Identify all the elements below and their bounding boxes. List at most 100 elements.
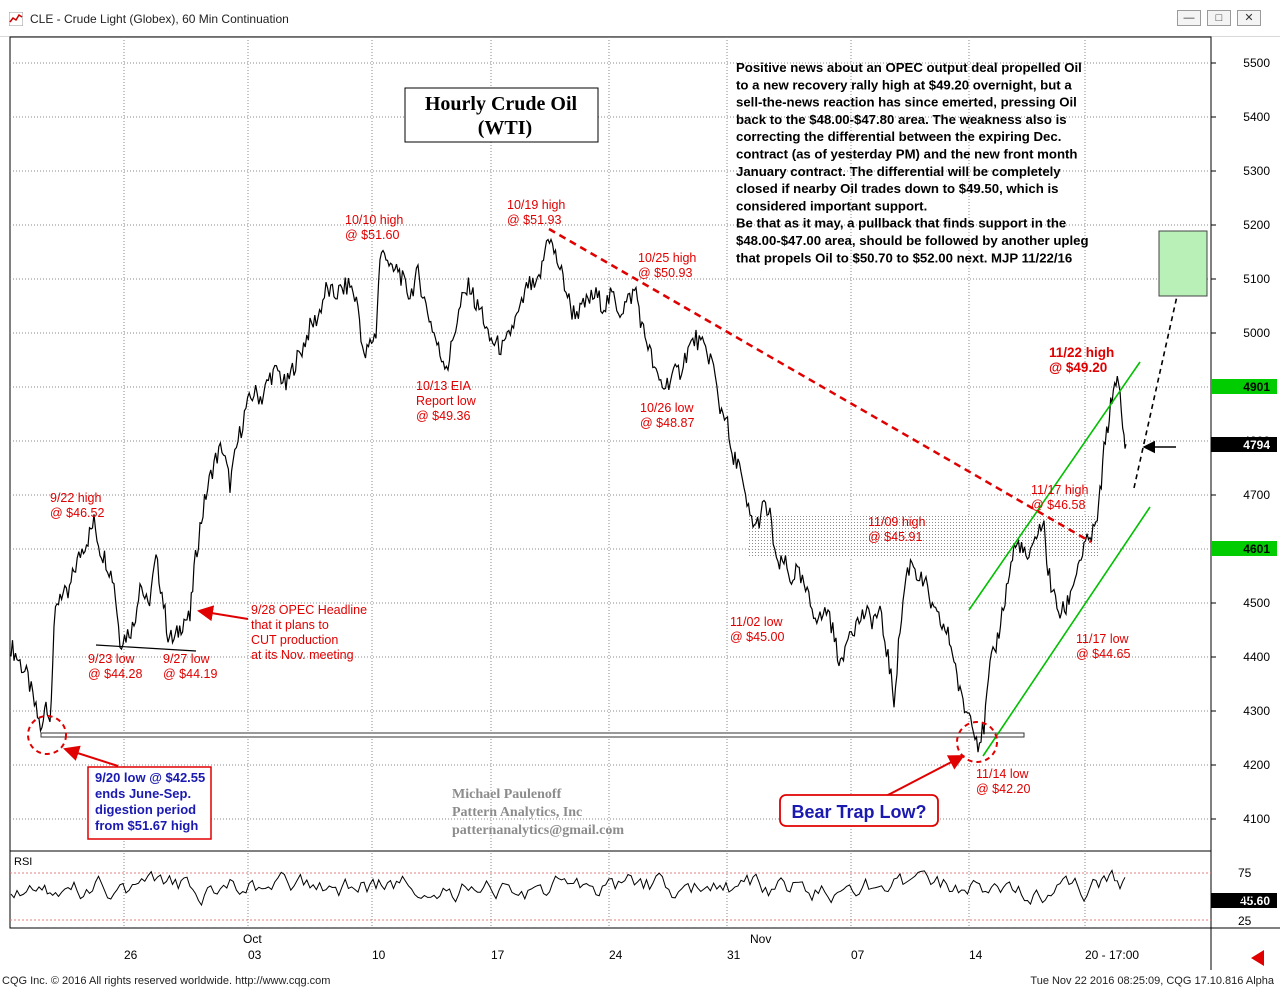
annotation-line: @ $44.65 — [1076, 647, 1130, 661]
annotation-line: @ $51.93 — [507, 213, 561, 227]
date-tick-label: 03 — [248, 948, 262, 962]
price-tick-label: 5100 — [1243, 272, 1270, 286]
annotation-line: @ $49.20 — [1049, 360, 1107, 375]
target-zone-box — [1158, 230, 1208, 297]
price-tick-label: 5400 — [1243, 110, 1270, 124]
note-920-line: digestion period — [95, 802, 196, 817]
month-label: Nov — [750, 932, 771, 946]
date-tick-label: 17 — [491, 948, 505, 962]
rsi-panel-frame — [9, 850, 1212, 929]
commentary-line: considered important support. — [736, 198, 927, 213]
commentary-line: to a new recovery rally high at $49.20 o… — [736, 77, 1072, 92]
price-tick-label: 4400 — [1243, 650, 1270, 664]
double-bottom-line — [95, 644, 197, 652]
price-tick-label: 4700 — [1243, 488, 1270, 502]
annotation-line: 10/25 high — [638, 251, 696, 265]
annotation-line: @ $50.93 — [638, 266, 692, 280]
beartrap-box — [779, 794, 939, 827]
annotation-line: 10/26 low — [640, 401, 694, 415]
credit-line: patternanalytics@gmail.com — [452, 823, 624, 838]
rsi-series-line — [10, 869, 1126, 907]
annotation-a1117h: 11/17 high@ $46.58 — [1031, 483, 1089, 512]
commentary-line: January contract. The differential will … — [736, 164, 1061, 179]
annotation-line: CUT production — [251, 633, 338, 647]
arrow-928 — [197, 605, 249, 622]
beartrap-label: Bear Trap Low? — [791, 802, 926, 822]
scroll-left-icon[interactable] — [1251, 950, 1264, 966]
annotation-line: @ $44.19 — [163, 667, 217, 681]
annotation-line: @ $48.87 — [640, 416, 694, 430]
price-tick-label: 4200 — [1243, 758, 1270, 772]
cqg-app-icon — [9, 12, 23, 26]
annotation-line: 11/17 high — [1031, 483, 1089, 497]
annotation-line: 9/28 OPEC Headline — [251, 603, 367, 617]
low-circle-920 — [27, 715, 67, 755]
commentary-line: that propels Oil to $50.70 to $52.00 nex… — [736, 250, 1072, 265]
chart-area[interactable]: 5500540053005200510050004900480047004600… — [8, 36, 1280, 970]
arrow-920 — [63, 745, 119, 767]
support-zone-box — [749, 516, 1099, 558]
window-title: CLE - Crude Light (Globex), 60 Min Conti… — [30, 12, 289, 26]
chart-title: Hourly Crude Oil — [425, 93, 578, 115]
rsi-tick-label: 50 — [1238, 891, 1252, 905]
commentary-line: closed if nearby Oil trades down to $49.… — [736, 181, 1058, 196]
commentary-line: back to the $48.00-$47.80 area. The weak… — [736, 112, 1067, 127]
annotation-line: @ $45.91 — [868, 530, 922, 544]
annotation-a927: 9/27 low@ $44.19 — [163, 652, 217, 681]
date-tick-label: 10 — [372, 948, 386, 962]
annotation-line: that it plans to — [251, 618, 329, 632]
annotation-line: @ $46.58 — [1031, 498, 1085, 512]
price-tick-label: 5000 — [1243, 326, 1270, 340]
annotation-line: @ $49.36 — [416, 409, 470, 423]
annotation-line: @ $45.00 — [730, 630, 784, 644]
copyright-text: CQG Inc. © 2016 All rights reserved worl… — [2, 975, 331, 987]
date-tick-label: 26 — [124, 948, 138, 962]
chart-title-box — [404, 87, 599, 143]
price-tick-label: 4500 — [1243, 596, 1270, 610]
note-920-line: 9/20 low @ $42.55 — [95, 770, 205, 785]
commentary-line: $48.00-$47.00 area, should be followed b… — [736, 233, 1089, 248]
commentary-line: contract (as of yesterday PM) and the ne… — [736, 147, 1077, 162]
date-tick-label: 24 — [609, 948, 623, 962]
rsi-current-value: 45.60 — [1240, 894, 1270, 908]
annotation-line: @ $51.60 — [345, 228, 399, 242]
price-tick-label: 5300 — [1243, 164, 1270, 178]
low-circle-1114 — [956, 721, 998, 763]
annotation-line: Report low — [416, 394, 477, 408]
note-box-920 — [87, 766, 212, 840]
annotation-a923: 9/23 low@ $44.28 — [88, 652, 142, 681]
annotation-line: 9/27 low — [163, 652, 211, 666]
channel-upper-line — [968, 361, 1141, 611]
price-series-line — [10, 237, 1127, 753]
support-line — [40, 732, 1025, 738]
price-marker-4601: 4601 — [1211, 541, 1277, 556]
rsi-label: RSI — [14, 856, 32, 868]
channel-lower-line — [982, 506, 1151, 757]
annotation-line: 11/14 low — [976, 767, 1030, 781]
annotation-a1109: 11/09 high@ $45.91 — [868, 515, 926, 544]
maximize-button[interactable]: □ — [1207, 10, 1231, 26]
minimize-button[interactable]: — — [1177, 10, 1201, 26]
annotation-line: 9/23 low — [88, 652, 136, 666]
price-tick-label: 5200 — [1243, 218, 1270, 232]
price-marker-4794-label: 4794 — [1243, 438, 1270, 452]
date-tick-label: 14 — [969, 948, 983, 962]
commentary-line: Be that as it may, a pullback that finds… — [736, 216, 1066, 231]
annotation-a1010: 10/10 high@ $51.60 — [345, 213, 403, 242]
date-tick-label: 20 - 17:00 — [1085, 948, 1139, 962]
annotation-line: at its Nov. meeting — [251, 648, 354, 662]
price-marker-4901: 4901 — [1211, 379, 1277, 394]
chart-svg[interactable]: 5500540053005200510050004900480047004600… — [8, 36, 1280, 970]
annotation-line: 11/09 high — [868, 515, 926, 529]
rsi-tick-label: 25 — [1238, 914, 1252, 928]
credit-line: Pattern Analytics, Inc — [452, 805, 582, 820]
annotation-line: @ $44.28 — [88, 667, 142, 681]
annotation-line: 11/22 high — [1049, 345, 1114, 360]
annotation-a1026: 10/26 low@ $48.87 — [640, 401, 694, 430]
annotation-line: 11/02 low — [730, 615, 784, 629]
close-button[interactable]: ✕ — [1237, 10, 1261, 26]
annotation-line: 10/13 EIA — [416, 379, 472, 393]
timestamp-text: Tue Nov 22 2016 08:25:09, CQG 17.10.816 … — [1030, 975, 1274, 987]
